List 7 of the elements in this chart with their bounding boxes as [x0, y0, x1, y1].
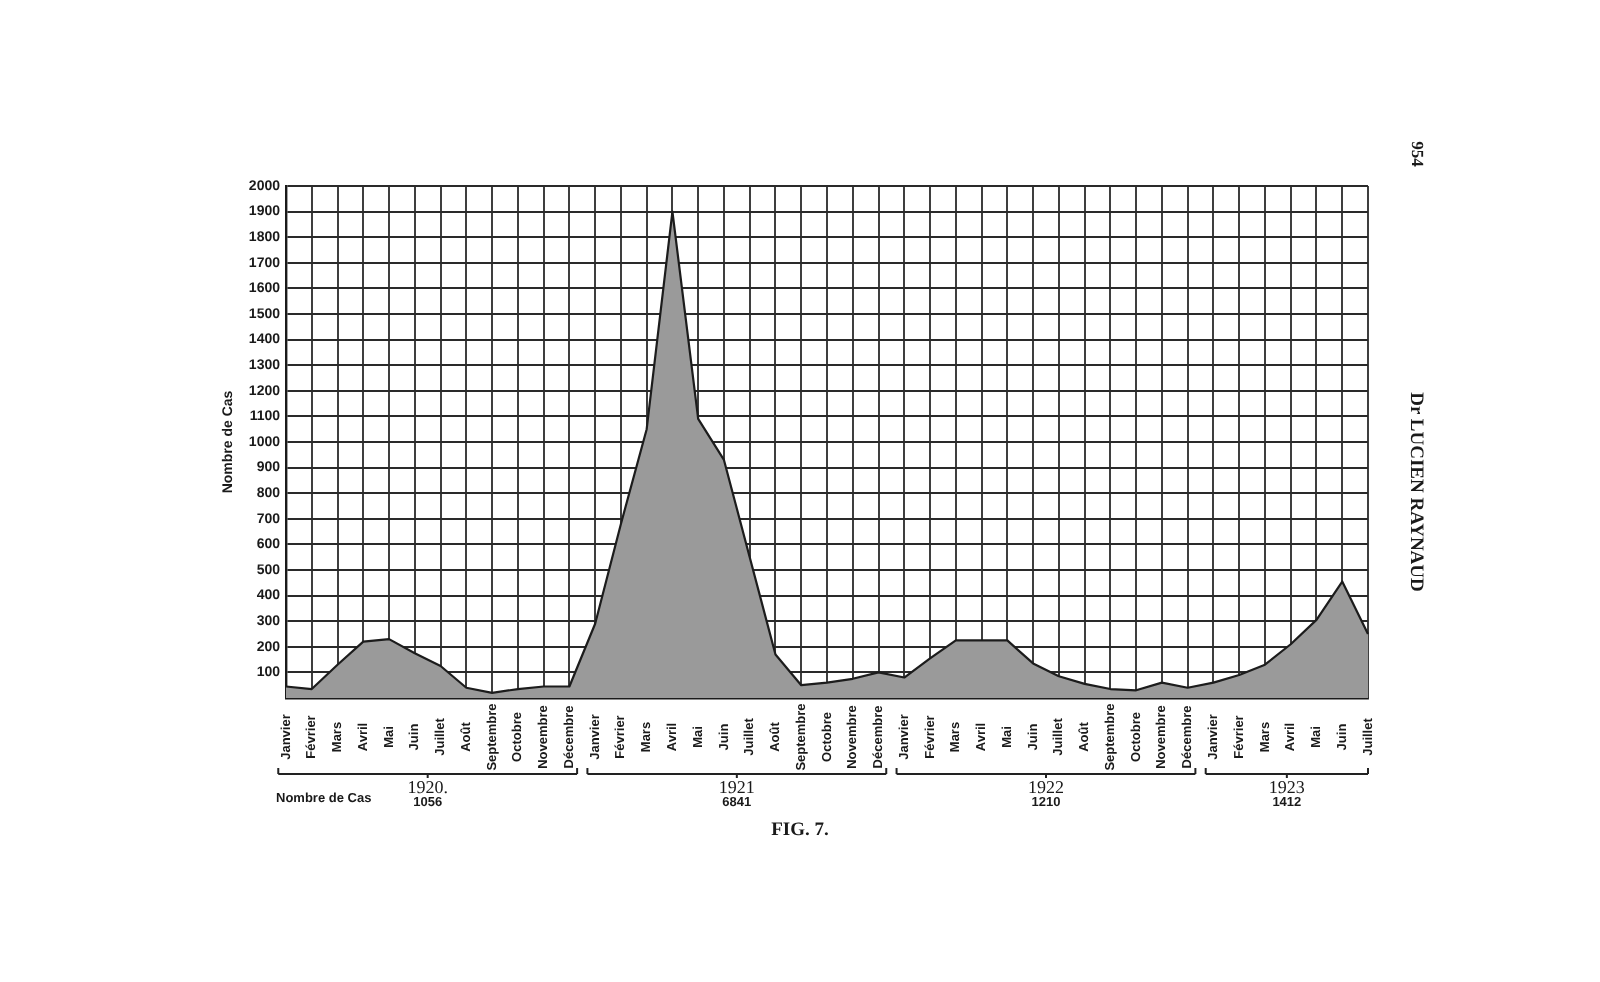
- text: 954: [1407, 141, 1428, 169]
- text: 1921: [718, 776, 755, 797]
- text: 1922: [1027, 776, 1064, 797]
- caption: FIG. 7.: [771, 820, 829, 841]
- text: 1920.: [407, 776, 448, 797]
- text: 1923: [1268, 776, 1306, 797]
- text: Dr LUCIEN RAYNAUD: [1405, 392, 1426, 593]
